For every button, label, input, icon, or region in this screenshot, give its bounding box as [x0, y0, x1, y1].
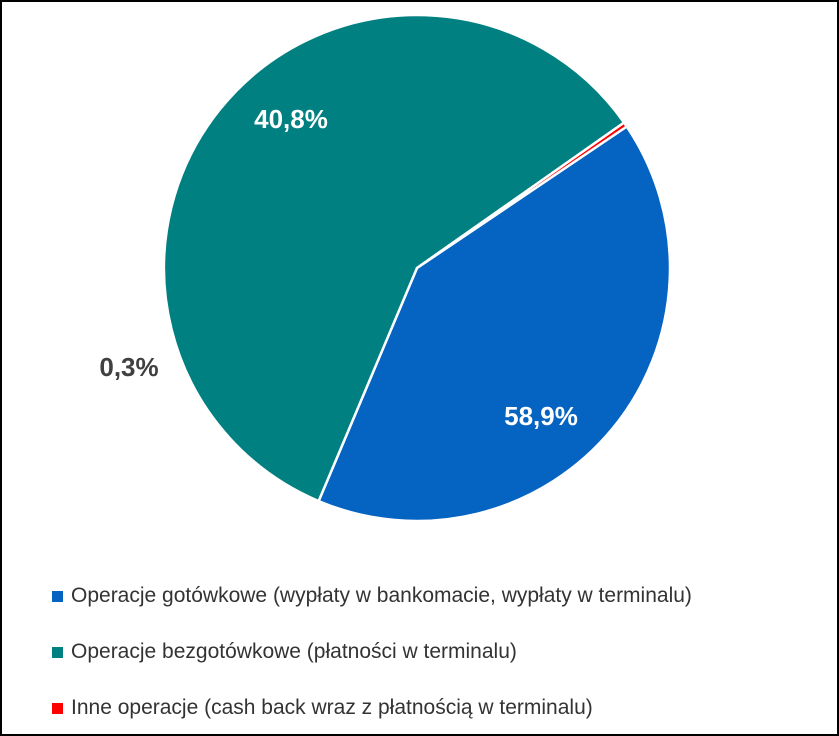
slice-label-other: 0,3% [99, 352, 158, 382]
legend-swatch-other [52, 702, 63, 714]
legend-swatch-cash [52, 590, 63, 602]
legend-label-cashless: Operacje bezgotówkowe (płatności w termi… [71, 640, 517, 663]
slice-label-cash: 40,8% [254, 104, 328, 134]
legend-item-other: Inne operacje (cash back wraz z płatnośc… [52, 680, 832, 734]
slice-label-cashless: 58,9% [504, 401, 578, 431]
legend-label-other: Inne operacje (cash back wraz z płatnośc… [71, 696, 593, 719]
pie-slice-other [415, 121, 628, 270]
legend-label-cash: Operacje gotówkowe (wypłaty w bankomacie… [71, 584, 692, 607]
legend: Operacje gotówkowe (wypłaty w bankomacie… [52, 568, 832, 734]
legend-swatch-cashless [52, 646, 63, 658]
pie-chart: 40,8% 58,9% 0,3% [99, 13, 672, 523]
legend-item-cash: Operacje gotówkowe (wypłaty w bankomacie… [52, 568, 832, 624]
pie-slice-cash [317, 125, 672, 523]
pie-slice-cashless [162, 13, 626, 503]
legend-item-cashless: Operacje bezgotówkowe (płatności w termi… [52, 624, 832, 680]
